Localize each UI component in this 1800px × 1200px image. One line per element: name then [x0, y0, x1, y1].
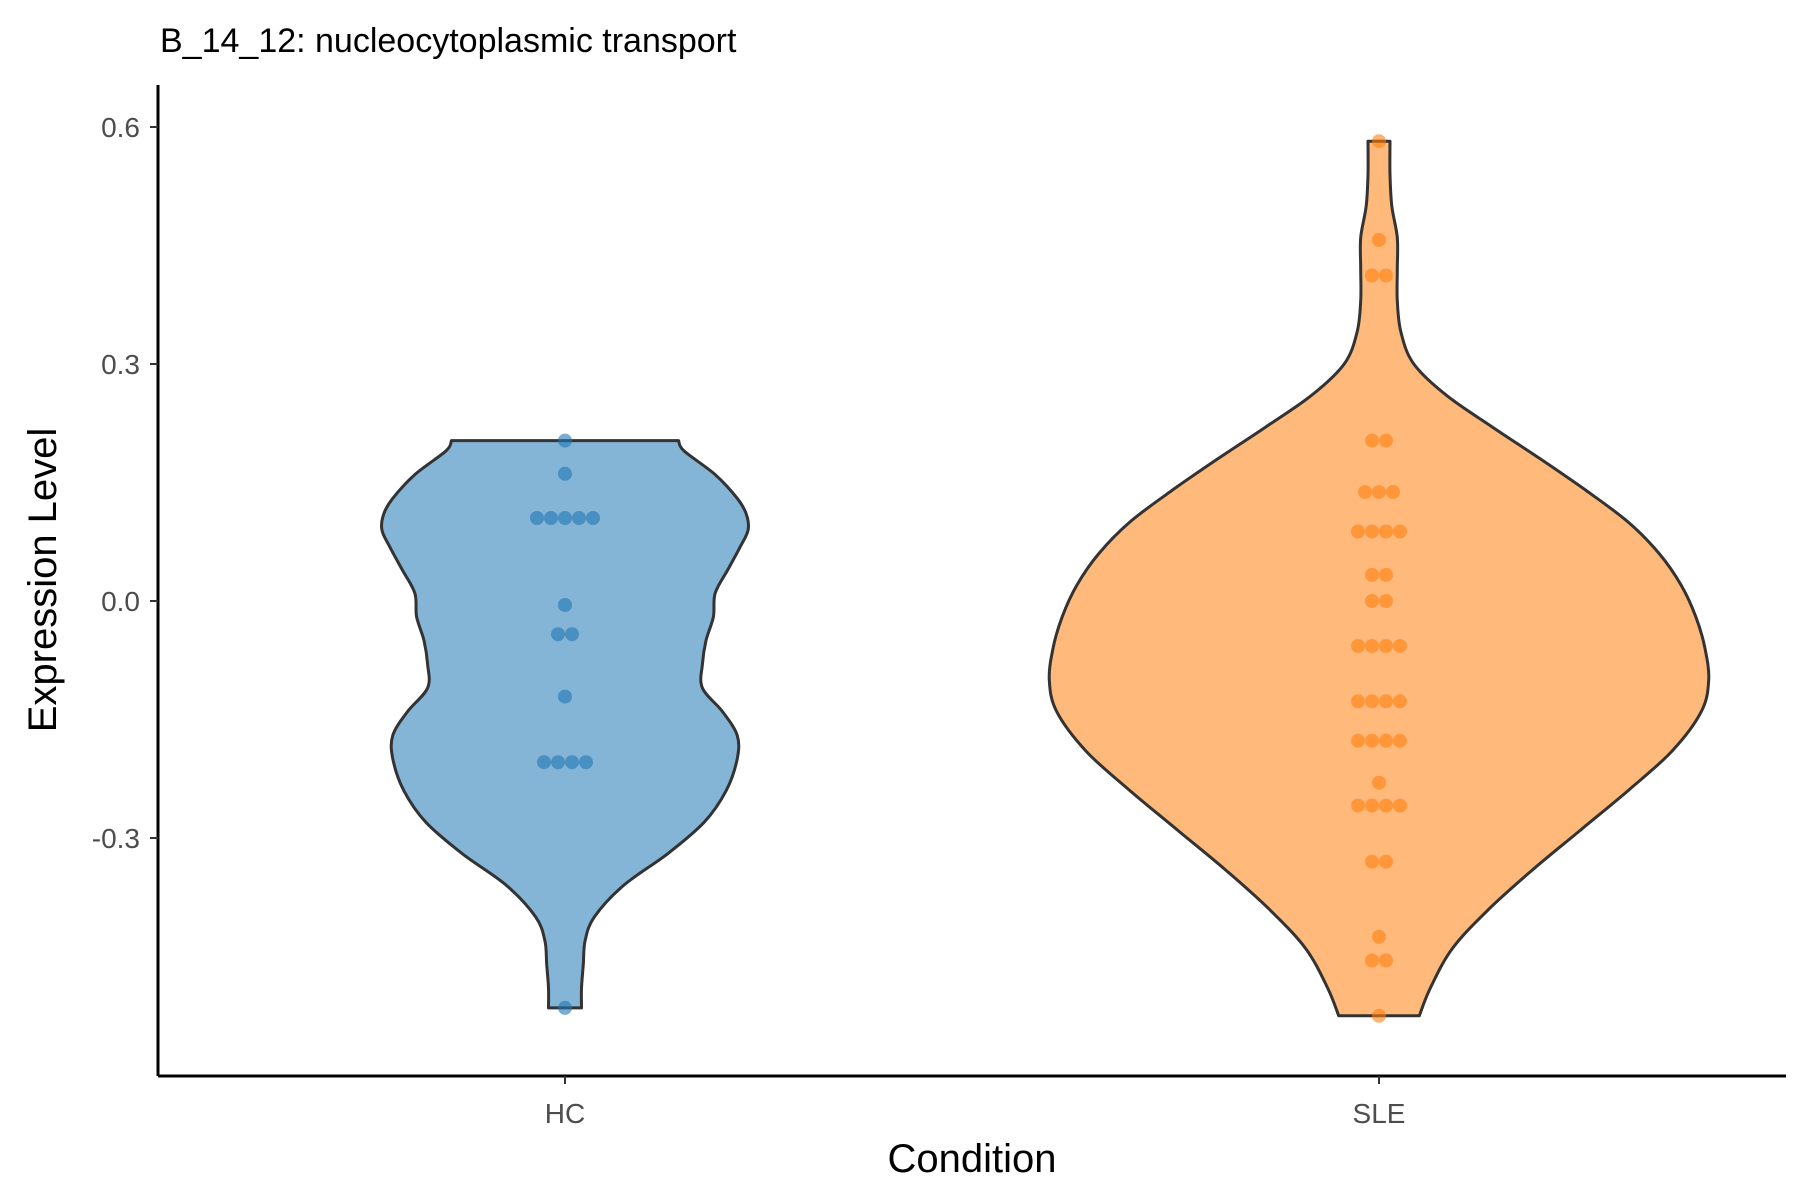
data-point-sle — [1365, 798, 1379, 813]
data-point-sle — [1379, 694, 1393, 709]
data-point-hc — [558, 598, 572, 612]
data-point-sle — [1379, 524, 1393, 539]
data-point-sle — [1351, 733, 1365, 748]
data-point-hc — [586, 511, 600, 525]
data-point-sle — [1393, 694, 1407, 709]
data-point-hc — [565, 627, 579, 642]
data-point-sle — [1379, 594, 1393, 608]
data-point-sle — [1365, 433, 1379, 448]
data-point-sle — [1386, 485, 1400, 499]
y-tick-label: -0.3 — [92, 823, 140, 854]
data-point-sle — [1365, 854, 1379, 869]
y-axis-ticks: -0.3 0.0 0.3 0.6 — [92, 112, 158, 854]
data-point-hc — [579, 755, 593, 770]
data-point-sle — [1351, 694, 1365, 709]
x-axis-title: Condition — [887, 1137, 1056, 1181]
data-point-sle — [1372, 134, 1386, 149]
y-tick-label: 0.3 — [101, 349, 140, 380]
data-point-sle — [1393, 524, 1407, 539]
data-point-sle — [1365, 953, 1379, 968]
data-point-sle — [1351, 639, 1365, 653]
data-point-sle — [1379, 433, 1393, 448]
data-point-sle — [1365, 639, 1379, 653]
y-tick-label: 0.0 — [101, 586, 140, 617]
data-point-hc — [551, 627, 565, 642]
data-point-hc — [558, 689, 572, 704]
data-point-sle — [1393, 639, 1407, 653]
data-point-hc — [558, 1000, 572, 1015]
data-point-sle — [1379, 567, 1393, 582]
y-axis-title: Expression Level — [21, 428, 65, 733]
data-point-sle — [1372, 233, 1386, 247]
data-point-hc — [544, 511, 558, 525]
data-point-sle — [1351, 798, 1365, 813]
chart-title: B_14_12: nucleocytoplasmic transport — [160, 22, 737, 60]
data-point-hc — [558, 466, 572, 481]
data-point-sle — [1365, 524, 1379, 539]
data-point-sle — [1393, 798, 1407, 813]
data-point-sle — [1365, 733, 1379, 748]
x-tick-label-hc: HC — [545, 1098, 585, 1129]
data-point-sle — [1372, 929, 1386, 944]
data-point-sle — [1379, 268, 1393, 283]
violin-layer — [380, 139, 1711, 1018]
data-point-sle — [1372, 485, 1386, 499]
data-point-hc — [558, 511, 572, 525]
data-point-sle — [1372, 1008, 1386, 1023]
y-tick-label: 0.6 — [101, 112, 140, 143]
data-point-sle — [1379, 639, 1393, 653]
data-point-sle — [1365, 694, 1379, 709]
data-point-hc — [551, 755, 565, 770]
data-point-sle — [1365, 268, 1379, 283]
data-point-hc — [530, 511, 544, 525]
data-point-sle — [1393, 733, 1407, 748]
data-point-sle — [1379, 854, 1393, 869]
data-point-sle — [1358, 485, 1372, 499]
x-axis-ticks: HC SLE — [545, 1076, 1406, 1129]
violin-hc — [380, 439, 750, 1010]
points-layer — [530, 134, 1407, 1023]
data-point-hc — [565, 755, 579, 770]
data-point-sle — [1365, 594, 1379, 608]
data-point-sle — [1372, 775, 1386, 790]
data-point-sle — [1379, 953, 1393, 968]
data-point-sle — [1365, 567, 1379, 582]
violin-sle — [1047, 139, 1711, 1018]
data-point-hc — [537, 755, 551, 770]
data-point-sle — [1379, 798, 1393, 813]
data-point-hc — [558, 433, 572, 448]
data-point-hc — [572, 511, 586, 525]
x-tick-label-sle: SLE — [1353, 1098, 1406, 1129]
data-point-sle — [1351, 524, 1365, 539]
data-point-sle — [1379, 733, 1393, 748]
